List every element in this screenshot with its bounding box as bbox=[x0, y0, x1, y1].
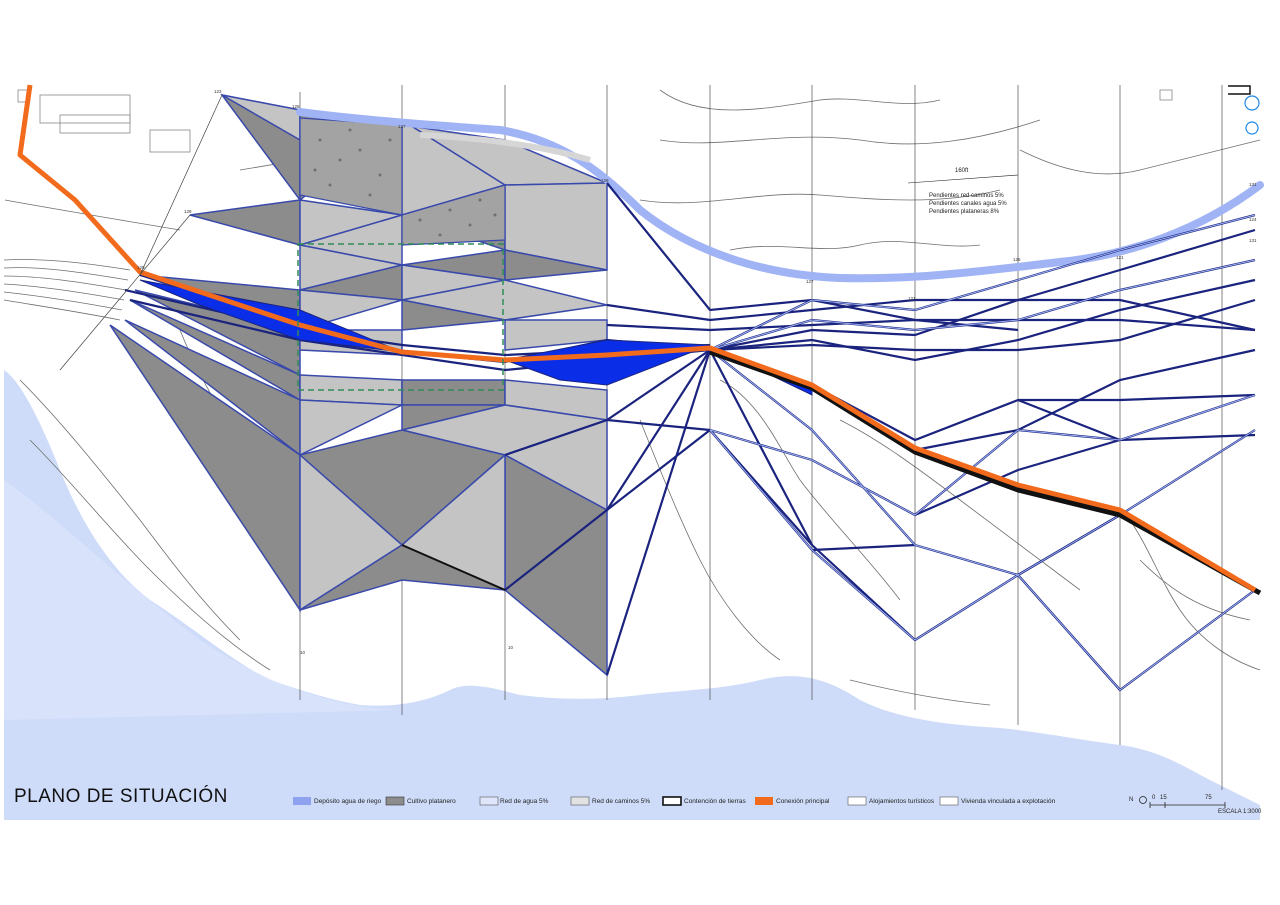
scale-end: 75 bbox=[1205, 795, 1212, 801]
linked-housing-swatch bbox=[939, 796, 959, 806]
legend-linked-housing: Vivienda vinculada a explotación bbox=[961, 795, 1055, 807]
legend-banana-crop: Cultivo platanero bbox=[407, 795, 456, 807]
legend-tourist-lodging: Alojamientos turísticos bbox=[869, 795, 934, 807]
legend-water-network: Red de agua 5% bbox=[500, 795, 548, 807]
node-label: 128 bbox=[601, 178, 609, 183]
node-label: 121 bbox=[908, 296, 916, 301]
scale-mid: 15 bbox=[1160, 795, 1167, 801]
legend-water-deposit: Depósito agua de riego bbox=[314, 795, 381, 807]
legend-label: Red de agua 5% bbox=[500, 797, 549, 805]
legend-label: Depósito agua de riego bbox=[314, 797, 382, 805]
water-deposit-top-grey bbox=[419, 132, 591, 163]
marker-square bbox=[1228, 85, 1251, 95]
scale-label: ESCALA 1:3000 bbox=[1218, 809, 1262, 815]
slope-scale-line bbox=[907, 174, 1019, 184]
legend-swatches bbox=[293, 796, 959, 806]
water-deposit-swatch bbox=[293, 797, 311, 805]
site-boundary bbox=[59, 94, 223, 371]
tourist-lodging-swatch bbox=[847, 796, 867, 806]
earth-retaining-line bbox=[709, 349, 1262, 596]
contour-lines bbox=[3, 89, 1261, 706]
legend-main-connection: Conexión principal bbox=[776, 795, 829, 807]
node-label: 121 bbox=[1116, 255, 1124, 260]
legend-label: Alojamientos turísticos bbox=[869, 797, 935, 805]
node-label: 127 bbox=[806, 279, 814, 284]
buildings bbox=[17, 89, 1173, 153]
north-arrow-icon bbox=[1139, 796, 1147, 804]
legend-label: Conexión principal bbox=[776, 797, 830, 805]
coast-strip bbox=[4, 480, 400, 720]
earth-retaining-line bbox=[401, 544, 506, 591]
node-label: 124 bbox=[1249, 217, 1257, 222]
main-connection-swatch bbox=[755, 797, 773, 805]
legend-label: Vivienda vinculada a explotación bbox=[961, 797, 1056, 805]
slope-note-crops: Pendientes plataneras 8% bbox=[929, 209, 1000, 215]
node-label: 129 bbox=[184, 209, 192, 214]
node-label: 129 bbox=[137, 265, 145, 270]
earth-retaining-swatch bbox=[662, 796, 682, 806]
slope-note-roads: Pendientes red caminos 5% bbox=[929, 193, 1004, 199]
path-network-swatch bbox=[570, 796, 590, 806]
legend-label: Red de caminos 5% bbox=[592, 797, 651, 805]
marker-circle bbox=[1245, 121, 1259, 135]
main-connection-road bbox=[17, 84, 1257, 593]
legend-label: Cultivo platanero bbox=[407, 797, 456, 805]
texture-dots bbox=[313, 128, 497, 237]
node-label: 131 bbox=[1249, 238, 1257, 243]
node-label: 137 bbox=[398, 124, 406, 129]
scale-zero: 0 bbox=[1152, 795, 1156, 801]
page-title: PLANO DE SITUACIÓN bbox=[14, 786, 228, 807]
banana-crop-swatch bbox=[385, 796, 405, 806]
node-label: 126 bbox=[1013, 257, 1021, 262]
legend-label: Contención de tierras bbox=[684, 797, 746, 805]
north-label: N bbox=[1129, 797, 1134, 803]
node-label: 10 bbox=[508, 645, 514, 650]
node-label: 10 bbox=[300, 650, 306, 655]
sensitive-area bbox=[297, 243, 504, 391]
legend-earth-retaining: Contención de tierras bbox=[684, 795, 746, 807]
node-label: 123 bbox=[214, 89, 222, 94]
node-label: 131 bbox=[1249, 182, 1257, 187]
slope-note-water: Pendientes canales agua 5% bbox=[929, 201, 1007, 207]
scale-bar bbox=[1149, 802, 1226, 808]
legend-path-network: Red de caminos 5% bbox=[592, 795, 650, 807]
slope-scale-text: 160ft bbox=[955, 168, 969, 174]
water-network-swatch bbox=[479, 796, 499, 806]
marker-circle bbox=[1244, 95, 1260, 111]
node-label: 126 bbox=[292, 104, 300, 109]
